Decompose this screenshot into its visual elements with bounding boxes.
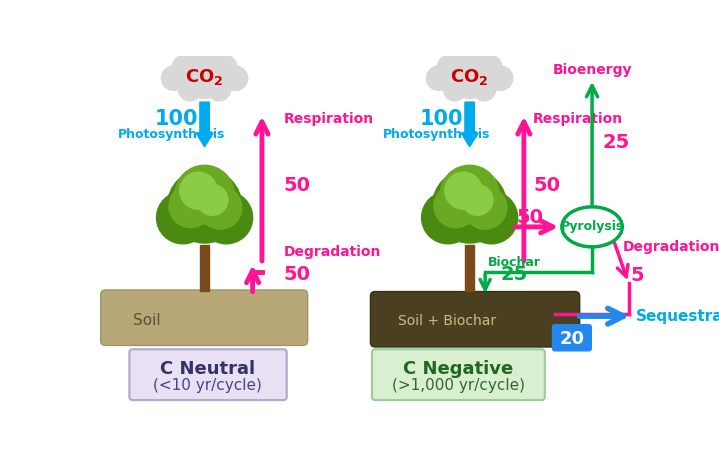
- Text: Respiration: Respiration: [533, 112, 623, 126]
- Circle shape: [168, 169, 242, 243]
- Text: 50: 50: [533, 176, 560, 195]
- Text: Biochar: Biochar: [488, 256, 541, 269]
- Text: Pyrolysis: Pyrolysis: [560, 220, 623, 233]
- Bar: [200, 245, 209, 291]
- Circle shape: [200, 192, 252, 244]
- Text: C Negative: C Negative: [403, 360, 513, 378]
- Circle shape: [172, 54, 201, 83]
- Text: Photosynthesis: Photosynthesis: [383, 128, 490, 141]
- Circle shape: [450, 43, 489, 82]
- FancyBboxPatch shape: [552, 325, 591, 351]
- Circle shape: [432, 169, 507, 243]
- Circle shape: [198, 186, 242, 229]
- Text: 50: 50: [516, 208, 544, 227]
- Text: $\mathbf{CO_2}$: $\mathbf{CO_2}$: [450, 68, 489, 88]
- Circle shape: [464, 186, 507, 229]
- Text: Degradation: Degradation: [283, 245, 381, 259]
- Text: Photosynthesis: Photosynthesis: [118, 128, 225, 141]
- Circle shape: [465, 192, 518, 244]
- Circle shape: [426, 66, 451, 90]
- Text: 25: 25: [603, 133, 630, 151]
- Text: $\mathbf{CO_2}$: $\mathbf{CO_2}$: [186, 68, 224, 88]
- Circle shape: [178, 78, 201, 101]
- Circle shape: [175, 165, 234, 224]
- Circle shape: [208, 54, 237, 83]
- Text: 50: 50: [283, 176, 311, 195]
- Text: Soil: Soil: [132, 313, 160, 328]
- Text: 100: 100: [155, 109, 198, 129]
- Text: (>1,000 yr/cycle): (>1,000 yr/cycle): [392, 378, 524, 393]
- Circle shape: [224, 66, 248, 90]
- Circle shape: [157, 192, 209, 244]
- Text: C Neutral: C Neutral: [160, 360, 255, 378]
- Text: 100: 100: [420, 109, 464, 129]
- Circle shape: [445, 172, 482, 209]
- Text: Soil + Biochar: Soil + Biochar: [398, 314, 496, 328]
- Bar: [465, 245, 475, 291]
- Circle shape: [440, 165, 499, 224]
- Text: Sequestration: Sequestration: [636, 308, 719, 324]
- Circle shape: [437, 54, 467, 83]
- Circle shape: [473, 54, 502, 83]
- Text: Respiration: Respiration: [283, 112, 374, 126]
- Circle shape: [197, 185, 228, 215]
- Circle shape: [208, 78, 231, 101]
- Circle shape: [162, 66, 186, 90]
- Ellipse shape: [562, 207, 623, 247]
- Circle shape: [454, 66, 486, 98]
- Circle shape: [421, 192, 475, 244]
- Text: (<10 yr/cycle): (<10 yr/cycle): [153, 378, 262, 393]
- Text: Bioenergy: Bioenergy: [552, 63, 632, 77]
- Text: 50: 50: [283, 265, 311, 284]
- Text: 5: 5: [630, 266, 644, 285]
- Circle shape: [180, 172, 217, 209]
- Circle shape: [434, 185, 477, 227]
- Text: Degradation: Degradation: [623, 240, 719, 254]
- Circle shape: [188, 66, 221, 98]
- FancyBboxPatch shape: [129, 350, 287, 400]
- Circle shape: [169, 185, 212, 227]
- Circle shape: [185, 43, 224, 82]
- FancyBboxPatch shape: [101, 290, 308, 345]
- Polygon shape: [196, 102, 213, 147]
- Circle shape: [462, 185, 493, 215]
- Text: 20: 20: [559, 329, 585, 348]
- Circle shape: [473, 78, 495, 101]
- Polygon shape: [461, 102, 478, 147]
- Circle shape: [488, 66, 513, 90]
- Text: 25: 25: [501, 265, 528, 284]
- FancyBboxPatch shape: [370, 292, 580, 347]
- FancyBboxPatch shape: [372, 350, 545, 400]
- Circle shape: [444, 78, 467, 101]
